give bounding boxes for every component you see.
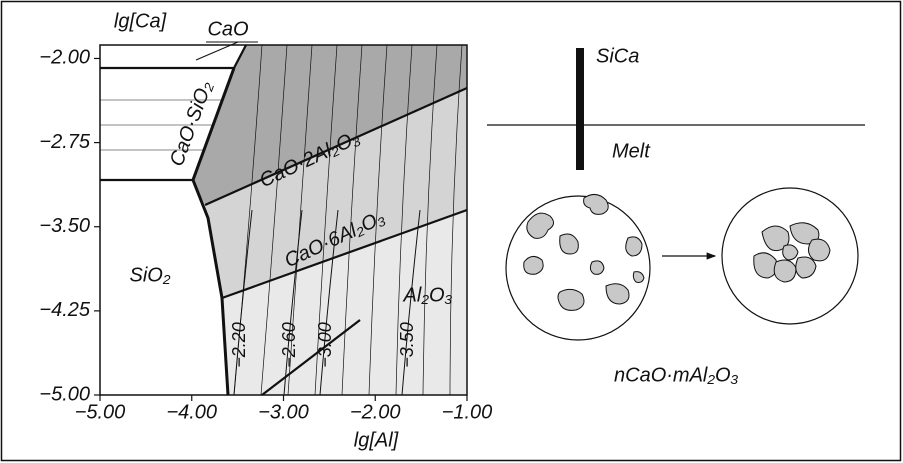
region bbox=[100, 58, 234, 68]
y-tick-label: −2.00 bbox=[39, 47, 90, 69]
isoline-label: −2.60 bbox=[279, 322, 299, 368]
isoline-label: −3.00 bbox=[315, 322, 335, 368]
x-axis-label: lg[Al] bbox=[354, 429, 399, 451]
isoline-label: −2.20 bbox=[229, 322, 249, 368]
figure: −2.20−2.60−3.00−3.50CaOCaO·SiO₂CaO·2Al₂O… bbox=[0, 0, 903, 463]
y-tick-label: −3.50 bbox=[39, 215, 90, 237]
schematic: SiCa Melt nCaO·mAl₂O₃ bbox=[487, 45, 865, 386]
y-tick-label: −5.00 bbox=[39, 383, 90, 405]
rod bbox=[576, 48, 584, 170]
x-tick-label: −2.00 bbox=[350, 401, 401, 423]
isoline-label: −3.50 bbox=[397, 322, 417, 368]
rod-label: SiCa bbox=[596, 45, 639, 67]
melt-label: Melt bbox=[612, 140, 651, 162]
y-axis-label: lg[Ca] bbox=[114, 10, 167, 32]
x-tick-label: −4.00 bbox=[166, 401, 217, 423]
region-label: CaO bbox=[207, 18, 248, 40]
inclusion-label: nCaO·mAl₂O₃ bbox=[614, 364, 739, 386]
x-tick-label: −3.00 bbox=[258, 401, 309, 423]
x-tick-label: −1.00 bbox=[442, 401, 493, 423]
y-tick-label: −4.25 bbox=[39, 299, 90, 321]
region-label: Al₂O₃ bbox=[403, 284, 453, 306]
region-label: SiO₂ bbox=[130, 264, 171, 286]
y-tick-label: −2.75 bbox=[39, 131, 90, 153]
